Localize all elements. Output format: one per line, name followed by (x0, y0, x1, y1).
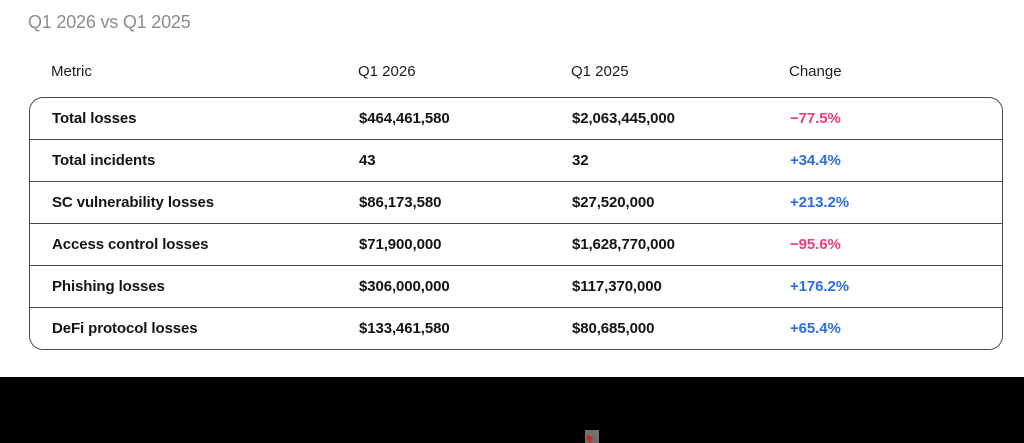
q1-2026-cell: $306,000,000 (359, 278, 450, 295)
q1-2025-cell: $2,063,445,000 (572, 110, 675, 127)
table-row: DeFi protocol losses $133,461,580 $80,68… (30, 307, 1002, 349)
metric-cell: Total losses (52, 110, 137, 127)
q1-2026-cell: $133,461,580 (359, 320, 450, 337)
change-cell: −77.5% (790, 110, 841, 127)
q1-2026-cell: 43 (359, 152, 376, 169)
table-row: SC vulnerability losses $86,173,580 $27,… (30, 181, 1002, 223)
change-cell: +176.2% (790, 278, 849, 295)
column-header-metric: Metric (51, 62, 92, 80)
change-cell: +213.2% (790, 194, 849, 211)
q1-2025-cell: $80,685,000 (572, 320, 655, 337)
column-header-change: Change (789, 62, 842, 80)
metric-cell: Phishing losses (52, 278, 165, 295)
video-scrubber-marker[interactable] (585, 430, 599, 443)
page-title: Q1 2026 vs Q1 2025 (28, 12, 191, 32)
metric-cell: DeFi protocol losses (52, 320, 198, 337)
table-row: Phishing losses $306,000,000 $117,370,00… (30, 265, 1002, 307)
q1-2025-cell: $1,628,770,000 (572, 236, 675, 253)
column-header-q1-2025: Q1 2025 (571, 62, 629, 80)
metric-cell: Total incidents (52, 152, 156, 169)
bottom-letterbox-bar (0, 377, 1024, 443)
metric-cell: Access control losses (52, 236, 209, 253)
q1-2025-cell: 32 (572, 152, 589, 169)
change-cell: +65.4% (790, 320, 841, 337)
table-row: Access control losses $71,900,000 $1,628… (30, 223, 1002, 265)
table-row: Total losses $464,461,580 $2,063,445,000… (30, 98, 1002, 139)
q1-2025-cell: $27,520,000 (572, 194, 655, 211)
table-row: Total incidents 43 32 +34.4% (30, 139, 1002, 181)
q1-2026-cell: $86,173,580 (359, 194, 442, 211)
table-header-row: Metric Q1 2026 Q1 2025 Change (29, 58, 1003, 84)
metric-cell: SC vulnerability losses (52, 194, 214, 211)
q1-2026-cell: $464,461,580 (359, 110, 450, 127)
q1-2025-cell: $117,370,000 (572, 278, 662, 295)
comparison-table: Total losses $464,461,580 $2,063,445,000… (29, 97, 1003, 350)
change-cell: +34.4% (790, 152, 841, 169)
column-header-q1-2026: Q1 2026 (358, 62, 416, 80)
change-cell: −95.6% (790, 236, 841, 253)
q1-2026-cell: $71,900,000 (359, 236, 442, 253)
cursor-icon (586, 434, 594, 443)
